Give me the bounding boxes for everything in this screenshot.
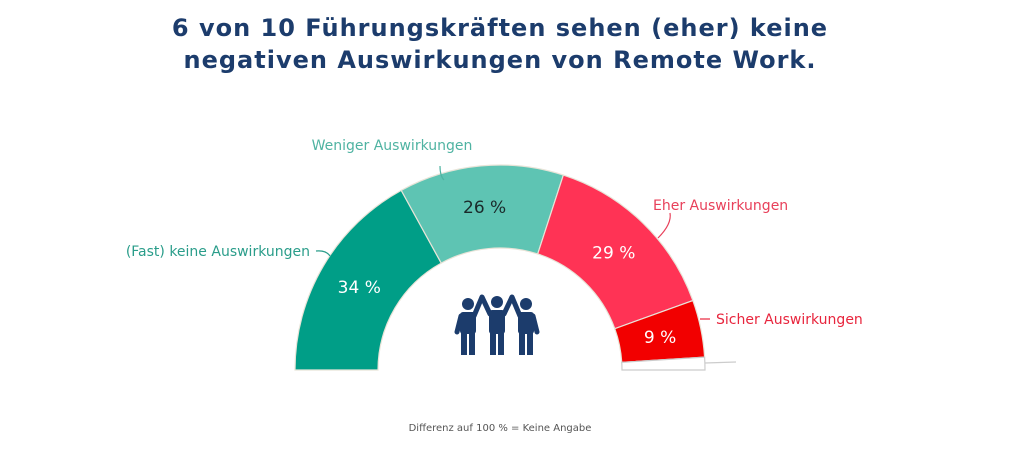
leader-line-4 xyxy=(704,361,737,364)
slice-value-label-3: 9 % xyxy=(644,328,676,348)
people-team-icon xyxy=(454,294,540,355)
slice-value-label-0: 34 % xyxy=(338,278,381,298)
slice-value-label-2: 29 % xyxy=(592,244,635,264)
leader-line-0 xyxy=(315,250,331,257)
footnote: Differenz auf 100 % = Keine Angabe xyxy=(408,423,592,434)
slice-label-1: Weniger Auswirkungen xyxy=(312,138,473,154)
slice-label-2: Eher Auswirkungen xyxy=(653,198,788,214)
chart-title: 6 von 10 Führungskräften sehen (eher) ke… xyxy=(0,12,1000,76)
slice-value-label-1: 26 % xyxy=(463,198,506,218)
slice-4 xyxy=(621,356,706,371)
leader-line-1 xyxy=(439,165,445,181)
slice-label-3: Sicher Auswirkungen xyxy=(716,312,863,328)
leader-line-2 xyxy=(657,212,671,239)
slice-label-0: (Fast) keine Auswirkungen xyxy=(126,244,310,260)
title-line-1: 6 von 10 Führungskräften sehen (eher) ke… xyxy=(171,14,829,42)
title-line-2: negativen Auswirkungen von Remote Work. xyxy=(183,46,817,74)
